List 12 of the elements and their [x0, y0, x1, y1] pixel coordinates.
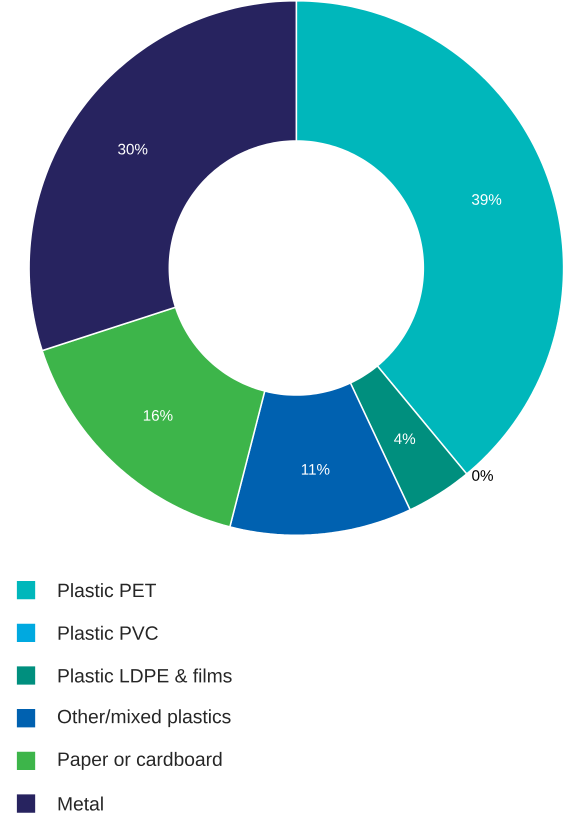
data-label: 16% — [144, 410, 172, 421]
legend-label: Plastic PET — [58, 583, 156, 598]
legend-label: Plastic PVC — [58, 626, 158, 640]
text: 0% — [472, 470, 493, 481]
legend-label: Paper or cardboard — [58, 752, 222, 770]
legend-label: Plastic LDPE & films — [58, 668, 232, 683]
legend-label: Metal — [58, 796, 103, 811]
data-label: 30% — [118, 144, 148, 155]
legend-label: Other/mixed plastics — [58, 709, 230, 728]
data-label: 11% — [302, 464, 330, 475]
data-label: 39% — [472, 194, 502, 205]
data-label: 4% — [394, 433, 415, 444]
